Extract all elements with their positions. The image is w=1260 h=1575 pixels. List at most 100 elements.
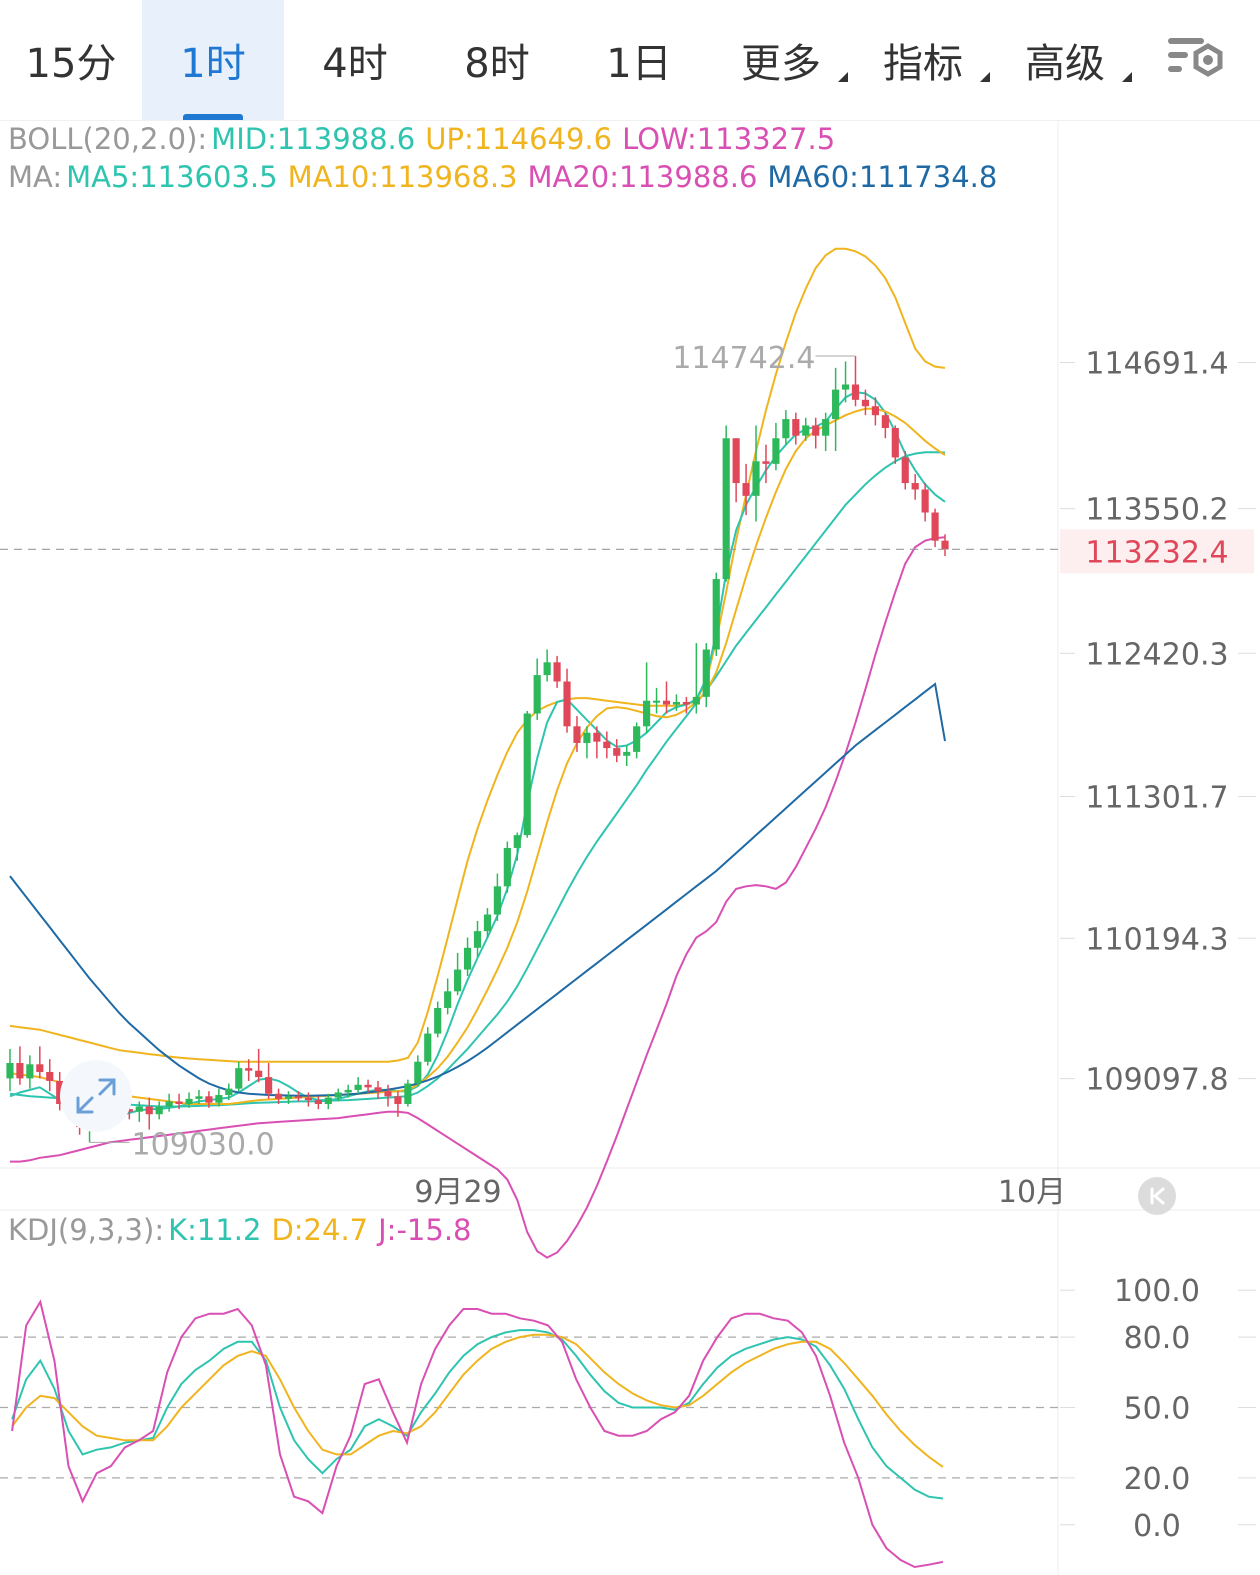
candle-body bbox=[901, 457, 909, 484]
candle-body bbox=[832, 389, 840, 420]
price-axis-label: 112420.3 bbox=[1085, 637, 1228, 672]
high-price-annotation: 114742.4 bbox=[672, 341, 815, 376]
kdj-d-value: D:24.7 bbox=[271, 1213, 369, 1247]
candle-body bbox=[911, 483, 919, 490]
active-tab-indicator bbox=[183, 114, 243, 120]
kdj-legend: KDJ(9,3,3): K:11.2 D:24.7 J:-15.8 bbox=[8, 1213, 481, 1247]
current-price-label: 113232.4 bbox=[1085, 535, 1228, 570]
candle-body bbox=[742, 483, 750, 496]
candle-body bbox=[334, 1092, 342, 1098]
expand-icon bbox=[76, 1078, 116, 1114]
candle-body bbox=[712, 579, 720, 650]
kdj-axis-label: 50.0 bbox=[1124, 1392, 1191, 1427]
tab-more[interactable]: 更多 bbox=[710, 0, 852, 120]
candle-body bbox=[165, 1101, 173, 1107]
tab-indicators[interactable]: 指标 bbox=[852, 0, 994, 120]
candle-body bbox=[404, 1083, 412, 1104]
tab-1h[interactable]: 1时 bbox=[142, 0, 284, 120]
candle-body bbox=[603, 741, 611, 749]
kdj-axis-label: 0.0 bbox=[1133, 1509, 1181, 1544]
candle-body bbox=[752, 461, 760, 496]
chart-settings-icon[interactable] bbox=[1160, 30, 1230, 90]
date-axis-label: 10月 bbox=[998, 1175, 1066, 1210]
candle-body bbox=[26, 1064, 34, 1079]
ma-label: MA: bbox=[8, 160, 63, 194]
candle-body bbox=[36, 1064, 44, 1072]
tab-more-label: 更多 bbox=[741, 41, 821, 87]
candle-body bbox=[354, 1084, 362, 1090]
candle-body bbox=[523, 713, 531, 836]
candle-body bbox=[812, 425, 820, 436]
dropdown-triangle-icon bbox=[1122, 72, 1132, 82]
candle-body bbox=[473, 931, 482, 948]
candle-body bbox=[364, 1084, 372, 1088]
candle-body bbox=[245, 1068, 253, 1071]
tab-8h-label: 8时 bbox=[464, 41, 530, 87]
candle-body bbox=[583, 732, 591, 743]
candle-body bbox=[822, 419, 830, 436]
candle-body bbox=[841, 384, 850, 390]
candle-body bbox=[175, 1101, 183, 1104]
candle-body bbox=[294, 1096, 303, 1099]
candle-body bbox=[593, 732, 601, 742]
candle-body bbox=[792, 419, 800, 436]
boll-low: LOW:113327.5 bbox=[622, 122, 836, 156]
boll-up: UP:114649.6 bbox=[425, 122, 613, 156]
candle-body bbox=[891, 428, 899, 458]
kdj-j-value: J:-15.8 bbox=[378, 1213, 472, 1247]
series-line-low bbox=[10, 536, 946, 1259]
tab-1d-label: 1日 bbox=[606, 41, 672, 87]
kdj-label: KDJ(9,3,3): bbox=[8, 1213, 165, 1247]
candle-body bbox=[533, 675, 541, 714]
tab-4h[interactable]: 4时 bbox=[284, 0, 426, 120]
candle-body bbox=[414, 1061, 422, 1084]
ma5-value: MA5:113603.5 bbox=[66, 160, 278, 194]
candle-body bbox=[454, 969, 462, 992]
dropdown-triangle-icon bbox=[838, 72, 848, 82]
candle-body bbox=[563, 681, 571, 727]
candle-body bbox=[722, 438, 730, 580]
tab-1d[interactable]: 1日 bbox=[568, 0, 710, 120]
jump-to-latest-button[interactable] bbox=[1138, 1177, 1176, 1215]
tab-15min[interactable]: 15分 bbox=[0, 0, 142, 120]
series-line-ma10 bbox=[9, 407, 946, 1105]
jump-latest-icon bbox=[1150, 1187, 1165, 1205]
candle-body bbox=[384, 1091, 392, 1097]
candle-body bbox=[225, 1088, 233, 1096]
candle-body bbox=[145, 1106, 153, 1115]
candle-body bbox=[434, 1007, 442, 1034]
current-price-badge bbox=[1060, 529, 1254, 574]
candle-body bbox=[861, 399, 870, 407]
series-line-ma5 bbox=[9, 391, 946, 1118]
ma10-value: MA10:113968.3 bbox=[287, 160, 518, 194]
candle-body bbox=[394, 1096, 402, 1104]
candle-body bbox=[633, 726, 641, 752]
boll-label: BOLL(20,2.0): bbox=[8, 122, 208, 156]
candle-body bbox=[652, 700, 661, 703]
candle-body bbox=[56, 1080, 64, 1104]
candle-body bbox=[135, 1106, 143, 1112]
boll-legend: BOLL(20,2.0): MID:113988.6 UP:114649.6 LOW:… bbox=[8, 122, 845, 156]
low-price-annotation: 109030.0 bbox=[132, 1127, 275, 1162]
candle-body bbox=[195, 1096, 203, 1099]
date-axis-label: 9月29 bbox=[414, 1175, 501, 1210]
candle-body bbox=[444, 991, 452, 1008]
candle-body bbox=[503, 847, 511, 887]
candle-body bbox=[483, 914, 492, 932]
candle-body bbox=[802, 425, 810, 436]
candle-body bbox=[941, 540, 949, 550]
candle-body bbox=[493, 886, 501, 915]
tab-advanced[interactable]: 高级 bbox=[994, 0, 1136, 120]
expand-chart-button[interactable] bbox=[60, 1060, 132, 1132]
candle-body bbox=[374, 1087, 382, 1092]
candle-body bbox=[762, 461, 770, 464]
candle-body bbox=[623, 751, 631, 756]
tab-1h-label: 1时 bbox=[180, 41, 246, 87]
price-axis-label: 113550.2 bbox=[1085, 493, 1228, 528]
tab-8h[interactable]: 8时 bbox=[426, 0, 568, 120]
candle-body bbox=[424, 1033, 432, 1062]
candle-body bbox=[672, 701, 681, 705]
tab-15min-label: 15分 bbox=[25, 41, 117, 87]
tab-advanced-label: 高级 bbox=[1025, 41, 1105, 87]
